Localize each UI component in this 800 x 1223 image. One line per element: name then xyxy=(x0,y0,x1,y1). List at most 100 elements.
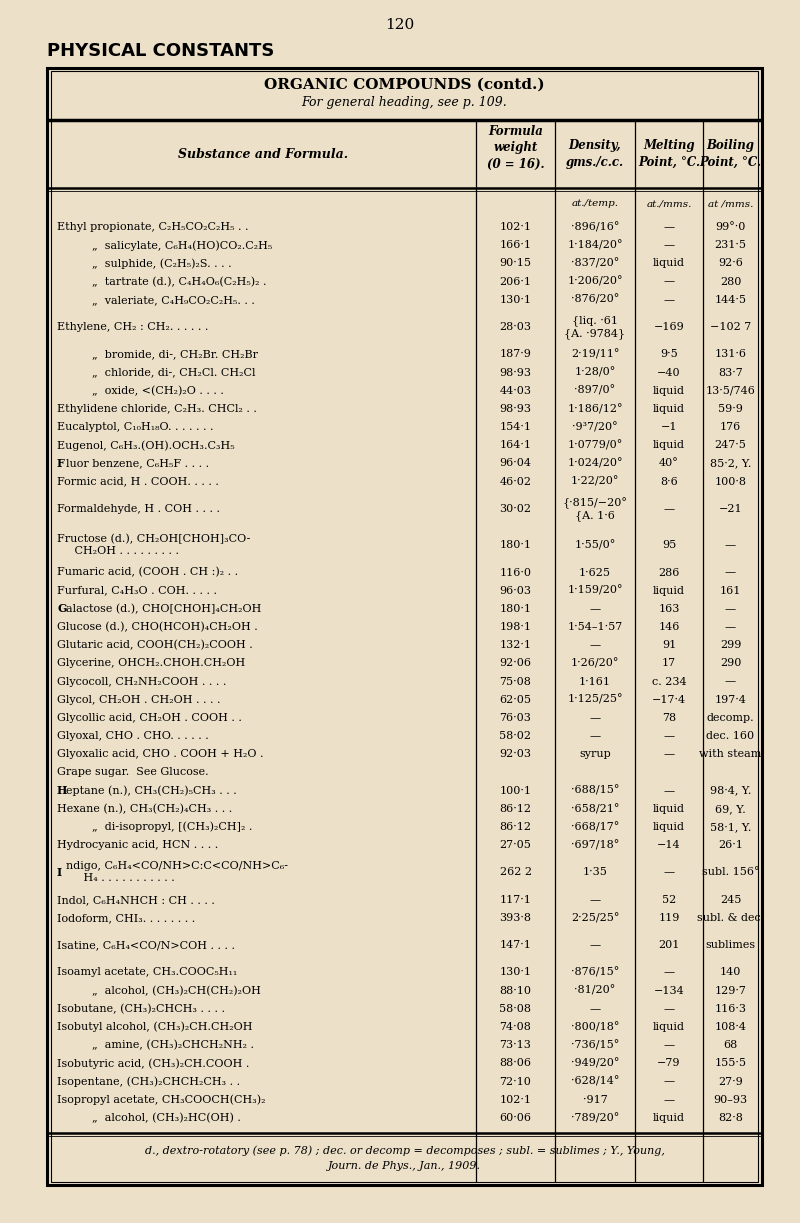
Text: liquid: liquid xyxy=(653,1022,685,1032)
Text: Glutaric acid, COOH(CH₂)₂COOH .: Glutaric acid, COOH(CH₂)₂COOH . xyxy=(57,640,253,651)
Text: liquid: liquid xyxy=(653,440,685,450)
Text: 206·1: 206·1 xyxy=(499,276,531,286)
Text: Furfural, C₄H₃O . COH. . . . .: Furfural, C₄H₃O . COH. . . . . xyxy=(57,586,217,596)
Text: sublimes: sublimes xyxy=(706,940,755,950)
Text: at./mms.: at./mms. xyxy=(646,199,692,208)
Text: 247·5: 247·5 xyxy=(714,440,746,450)
Text: ·876/20°: ·876/20° xyxy=(571,295,619,305)
Text: 147·1: 147·1 xyxy=(499,940,531,950)
Text: −40: −40 xyxy=(657,368,681,378)
Text: {·815/−20°
{A. 1·6: {·815/−20° {A. 1·6 xyxy=(562,497,627,521)
Text: „  di-isopropyl, [(CH₃)₂CH]₂ .: „ di-isopropyl, [(CH₃)₂CH]₂ . xyxy=(92,822,252,833)
Text: 1·54–1·57: 1·54–1·57 xyxy=(567,623,622,632)
Text: liquid: liquid xyxy=(653,385,685,396)
Text: Density,
gms./c.c.: Density, gms./c.c. xyxy=(566,139,624,169)
Text: Isobutyl alcohol, (CH₃)₂CH.CH₂OH: Isobutyl alcohol, (CH₃)₂CH.CH₂OH xyxy=(57,1021,253,1032)
Text: 13·5/746: 13·5/746 xyxy=(706,385,755,396)
Text: 26·1: 26·1 xyxy=(718,840,743,850)
Text: —: — xyxy=(590,713,601,723)
Text: {liq. ·61
{A. ·9784}: {liq. ·61 {A. ·9784} xyxy=(565,316,626,339)
Text: I: I xyxy=(57,867,62,878)
Text: liquid: liquid xyxy=(653,1113,685,1123)
Text: 393·8: 393·8 xyxy=(499,912,531,923)
Text: 58·02: 58·02 xyxy=(499,731,531,741)
Text: 116·3: 116·3 xyxy=(714,1004,746,1014)
Text: liquid: liquid xyxy=(653,586,685,596)
Text: „  tartrate (d.), C₄H₄O₆(C₂H₅)₂ .: „ tartrate (d.), C₄H₄O₆(C₂H₅)₂ . xyxy=(92,276,266,287)
Text: liquid: liquid xyxy=(653,258,685,269)
Text: „  chloride, di-, CH₂Cl. CH₂Cl: „ chloride, di-, CH₂Cl. CH₂Cl xyxy=(92,368,255,378)
Text: −169: −169 xyxy=(654,322,684,333)
Text: 8·6: 8·6 xyxy=(660,477,678,487)
Text: „  oxide, <(CH₂)₂O . . . .: „ oxide, <(CH₂)₂O . . . . xyxy=(92,385,224,396)
Text: —: — xyxy=(590,731,601,741)
Text: —: — xyxy=(663,867,674,877)
Text: ·688/15°: ·688/15° xyxy=(571,785,619,796)
Text: 76·03: 76·03 xyxy=(499,713,531,723)
Text: 92·03: 92·03 xyxy=(499,750,531,759)
Text: —: — xyxy=(663,967,674,977)
Text: 130·1: 130·1 xyxy=(499,967,531,977)
Text: Iodoform, CHI₃. . . . . . . .: Iodoform, CHI₃. . . . . . . . xyxy=(57,912,195,923)
Text: 117·1: 117·1 xyxy=(499,895,531,905)
Text: Formic acid, H . COOH. . . . .: Formic acid, H . COOH. . . . . xyxy=(57,477,219,487)
Text: 231·5: 231·5 xyxy=(714,240,746,251)
Text: —: — xyxy=(663,240,674,251)
Text: liquid: liquid xyxy=(653,822,685,832)
Text: 166·1: 166·1 xyxy=(499,240,531,251)
Text: decomp.: decomp. xyxy=(706,713,754,723)
Text: Journ. de Phys., Jan., 1909.: Journ. de Phys., Jan., 1909. xyxy=(328,1161,481,1170)
Text: 132·1: 132·1 xyxy=(499,640,531,651)
Text: 197·4: 197·4 xyxy=(714,695,746,704)
Text: 176: 176 xyxy=(720,422,741,432)
Text: d., dextro-rotatory (see p. 78) ; dec. or decomp = decomposes ; subl. = sublimes: d., dextro-rotatory (see p. 78) ; dec. o… xyxy=(145,1145,665,1156)
Text: 30·02: 30·02 xyxy=(499,504,531,514)
Text: c. 234: c. 234 xyxy=(652,676,686,686)
Text: 290: 290 xyxy=(720,658,741,669)
Text: Glyoxal, CHO . CHO. . . . . .: Glyoxal, CHO . CHO. . . . . . xyxy=(57,731,209,741)
Text: 1·26/20°: 1·26/20° xyxy=(571,658,619,669)
Text: —: — xyxy=(725,604,736,614)
Text: Glyoxalic acid, CHO . COOH + H₂O .: Glyoxalic acid, CHO . COOH + H₂O . xyxy=(57,750,263,759)
Text: 2·25/25°: 2·25/25° xyxy=(571,912,619,923)
Text: ·897/0°: ·897/0° xyxy=(574,385,615,396)
Text: at./temp.: at./temp. xyxy=(571,199,618,208)
Text: Ethylidene chloride, C₂H₃. CHCl₂ . .: Ethylidene chloride, C₂H₃. CHCl₂ . . xyxy=(57,404,257,413)
Text: Isopropyl acetate, CH₃COOCH(CH₃)₂: Isopropyl acetate, CH₃COOCH(CH₃)₂ xyxy=(57,1095,266,1106)
Text: 40°: 40° xyxy=(659,459,679,468)
Text: —: — xyxy=(663,504,674,514)
Text: 201: 201 xyxy=(658,940,680,950)
Text: ·917: ·917 xyxy=(582,1095,607,1104)
Text: subl. 156°: subl. 156° xyxy=(702,867,759,877)
Text: Isatine, C₆H₄<CO/N>COH . . . .: Isatine, C₆H₄<CO/N>COH . . . . xyxy=(57,940,235,950)
Text: ·800/18°: ·800/18° xyxy=(571,1022,619,1032)
Text: 1·35: 1·35 xyxy=(582,867,607,877)
Text: Ethylene, CH₂ : CH₂. . . . . .: Ethylene, CH₂ : CH₂. . . . . . xyxy=(57,322,208,333)
Text: liquid: liquid xyxy=(653,404,685,413)
Text: —: — xyxy=(590,604,601,614)
Text: 73·13: 73·13 xyxy=(499,1041,531,1051)
Text: Formula
weight
(0 = 16).: Formula weight (0 = 16). xyxy=(486,125,544,171)
Text: dec. 160: dec. 160 xyxy=(706,731,754,741)
Text: Glycol, CH₂OH . CH₂OH . . . .: Glycol, CH₂OH . CH₂OH . . . . xyxy=(57,695,221,704)
Text: —: — xyxy=(663,223,674,232)
Text: 280: 280 xyxy=(720,276,741,286)
Text: Isobutyric acid, (CH₃)₂CH.COOH .: Isobutyric acid, (CH₃)₂CH.COOH . xyxy=(57,1058,250,1069)
Text: ·876/15°: ·876/15° xyxy=(571,967,619,977)
Text: ·628/14°: ·628/14° xyxy=(571,1076,619,1087)
Text: „  bromide, di-, CH₂Br. CH₂Br: „ bromide, di-, CH₂Br. CH₂Br xyxy=(92,350,258,360)
Text: subl. & dec.: subl. & dec. xyxy=(697,912,764,923)
Text: H: H xyxy=(57,785,67,796)
Text: —: — xyxy=(725,676,736,686)
Text: with steam: with steam xyxy=(699,750,762,759)
Text: 1·0779/0°: 1·0779/0° xyxy=(567,440,622,450)
Bar xyxy=(51,71,758,1181)
Text: ·837/20°: ·837/20° xyxy=(571,258,619,269)
Text: 1·206/20°: 1·206/20° xyxy=(567,276,622,287)
Text: −1: −1 xyxy=(661,422,678,432)
Text: ·789/20°: ·789/20° xyxy=(571,1113,619,1123)
Text: −21: −21 xyxy=(718,504,742,514)
Text: ·896/16°: ·896/16° xyxy=(571,221,619,232)
Text: „  valeriate, C₄H₉CO₂C₂H₅. . .: „ valeriate, C₄H₉CO₂C₂H₅. . . xyxy=(92,295,255,305)
Text: 1·22/20°: 1·22/20° xyxy=(571,477,619,487)
